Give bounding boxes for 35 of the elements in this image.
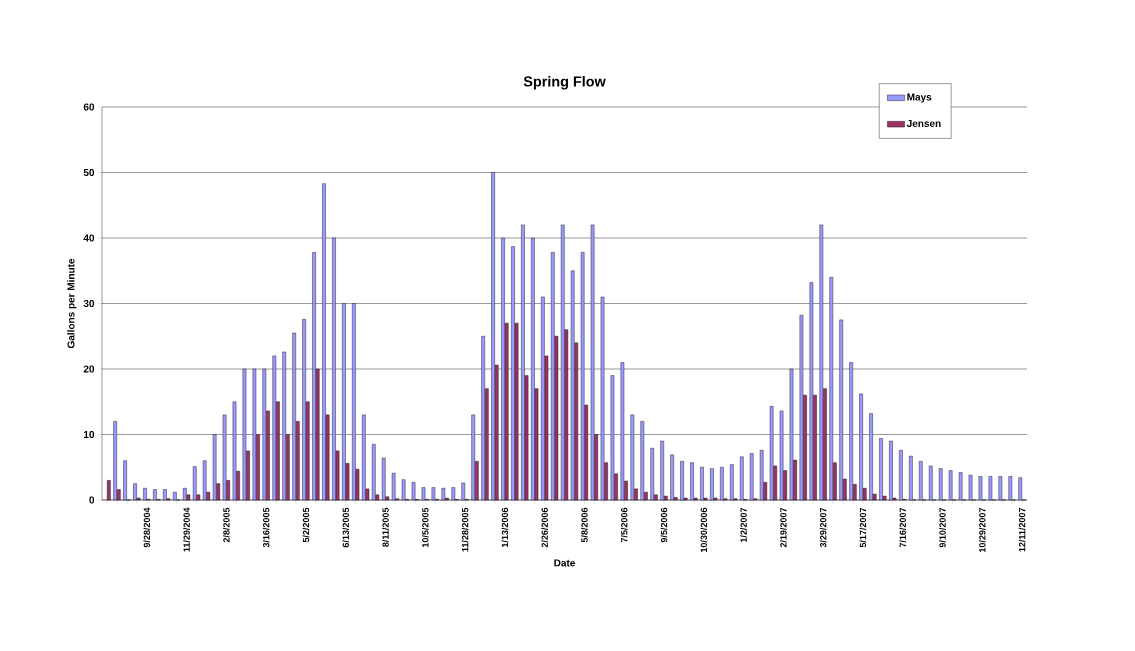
chart-title: Spring Flow [523, 75, 606, 90]
x-tick-label: 7/5/2006 [620, 507, 628, 543]
x-tick-label: 10/30/2006 [700, 507, 708, 553]
x-tick-label: 2/19/2007 [779, 507, 787, 548]
y-tick-label: 10 [84, 430, 95, 439]
legend-label: Mays [907, 93, 932, 103]
y-tick-label: 30 [83, 299, 95, 308]
x-tick-label: 5/2/2005 [302, 507, 310, 543]
x-tick-label: 5/8/2006 [581, 507, 588, 543]
y-tick-label: 60 [83, 103, 95, 111]
x-tick-label: 9/5/2006 [660, 507, 668, 543]
x-tick-label: 11/28/2005 [461, 507, 469, 552]
x-tick-label: 10/29/2007 [978, 507, 986, 553]
x-tick-label: 9/10/2007 [939, 507, 946, 548]
x-tick-label: 1/13/2006 [501, 507, 509, 548]
y-tick-label: 20 [83, 365, 95, 373]
x-axis-title: Date [554, 559, 576, 567]
x-tick-label: 7/16/2007 [899, 507, 907, 548]
y-axis-title: Gallons per Minute [67, 258, 77, 349]
y-tick-label: 40 [83, 234, 95, 242]
x-tick-label: 8/11/2005 [382, 507, 389, 547]
x-tick-label: 3/16/2005 [262, 507, 270, 548]
x-tick-label: 5/17/2007 [859, 507, 867, 548]
x-tick-label: 11/29/2004 [183, 507, 190, 552]
x-tick-label: 3/29/2007 [819, 507, 827, 548]
x-tick-label: 1/2/2007 [740, 507, 747, 542]
x-tick-label: 2/8/2005 [223, 507, 230, 543]
y-tick-label: 50 [83, 168, 95, 177]
x-tick-label: 12/11/2007 [1018, 507, 1026, 552]
y-tick-label: 0 [89, 496, 95, 504]
x-tick-label: 2/26/2006 [541, 507, 548, 548]
legend-label: Jensen [906, 119, 941, 127]
x-tick-label: 6/13/2005 [342, 507, 350, 548]
x-tick-label: 10/5/2005 [421, 507, 429, 548]
x-tick-label: 9/28/2004 [143, 507, 151, 548]
